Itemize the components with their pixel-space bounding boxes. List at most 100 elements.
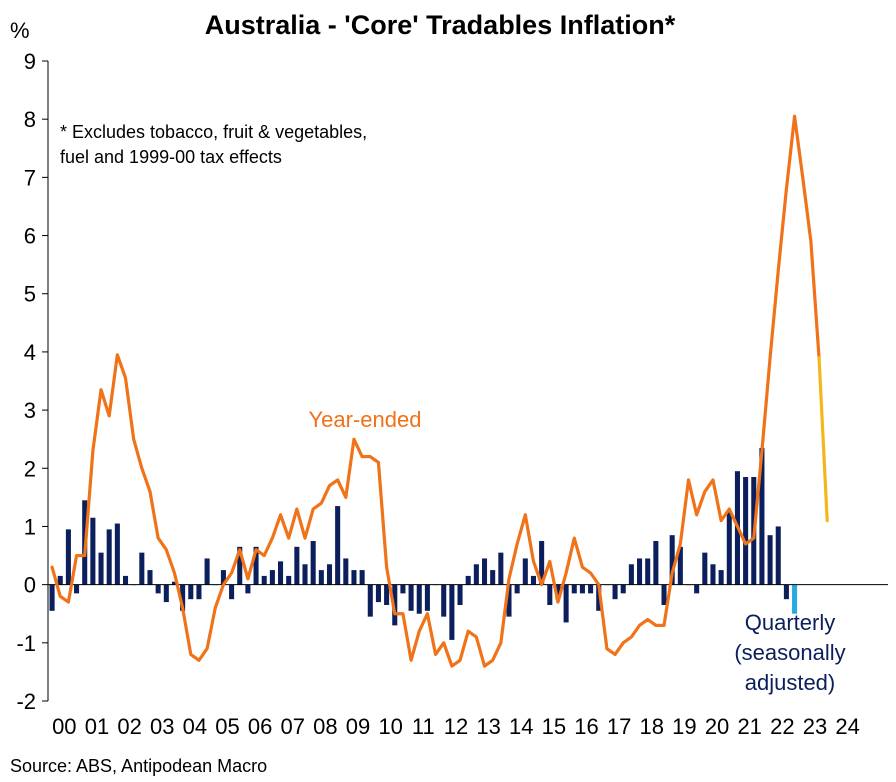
quarterly-bar: [57, 575, 63, 585]
y-tick-label: 2: [24, 456, 36, 481]
quarterly-bar: [579, 584, 585, 594]
quarterly-bar: [204, 558, 210, 585]
quarterly-bar: [588, 584, 594, 594]
quarterly-bar: [278, 561, 284, 585]
quarterly-bar: [702, 552, 708, 585]
quarterly-bar: [122, 575, 129, 585]
quarterly-bar: [155, 584, 161, 594]
quarterly-bar: [612, 584, 618, 600]
quarterly-bar: [106, 529, 112, 585]
x-tick-label: 10: [378, 714, 402, 739]
quarterly-bar: [245, 584, 251, 594]
quarterly-bar: [302, 564, 308, 585]
quarterly-bar: [694, 584, 700, 594]
x-tick-label: 02: [117, 714, 141, 739]
quarterly-bar: [90, 517, 96, 585]
footnote-line-1: * Excludes tobacco, fruit & vegetables,: [60, 122, 367, 142]
quarterly-bar: [286, 575, 292, 585]
quarterly-bar: [669, 535, 675, 585]
y-tick-label: 8: [24, 107, 36, 132]
quarterly-bar: [416, 584, 422, 614]
quarterly-bar: [775, 526, 781, 585]
x-tick-label: 01: [85, 714, 109, 739]
quarterly-bar: [310, 541, 316, 585]
x-tick-label: 14: [509, 714, 533, 739]
x-tick-label: 15: [542, 714, 566, 739]
quarterly-bar: [726, 511, 732, 585]
y-tick-label: 6: [24, 224, 36, 249]
x-tick-label: 09: [346, 714, 370, 739]
quarterly-bar: [547, 584, 553, 605]
quarterly-bar: [384, 584, 390, 605]
quarterly-label-line-3: adjusted): [745, 670, 836, 695]
quarterly-bar: [522, 558, 528, 585]
x-tick-label: 19: [672, 714, 696, 739]
x-tick-label: 04: [183, 714, 207, 739]
x-tick-label: 07: [281, 714, 305, 739]
quarterly-bar: [783, 584, 789, 600]
quarterly-bar: [335, 506, 341, 585]
x-tick-label: 11: [412, 714, 435, 739]
x-tick-label: 00: [52, 714, 76, 739]
quarterly-bar: [677, 546, 683, 585]
quarterly-bar: [490, 570, 496, 585]
year-ended-line-path: [50, 114, 821, 668]
x-tick-label: 08: [313, 714, 337, 739]
y-axis-unit-label: %: [10, 18, 30, 43]
quarterly-bar: [424, 584, 430, 611]
quarterly-bar: [261, 575, 267, 585]
y-tick-label: 9: [24, 49, 36, 74]
quarterly-bar: [718, 570, 724, 585]
x-tick-label: 23: [803, 714, 827, 739]
quarterly-bar: [359, 570, 365, 585]
quarterly-label-line-1: Quarterly: [745, 610, 835, 635]
quarterly-bar: [457, 584, 463, 605]
year-ended-latest-segment: [817, 356, 829, 523]
quarterly-bar: [269, 570, 275, 585]
quarterly-bar: [449, 584, 455, 640]
chart-title: Australia - 'Core' Tradables Inflation*: [205, 10, 676, 40]
x-tick-label: 12: [444, 714, 468, 739]
quarterly-bar: [294, 546, 300, 585]
quarterly-bar: [65, 529, 71, 585]
quarterly-bar: [351, 570, 357, 585]
x-tick-label: 17: [607, 714, 631, 739]
quarterly-bar: [180, 584, 186, 611]
quarterly-bar: [498, 552, 504, 585]
quarterly-bar: [163, 584, 169, 603]
quarterly-bar: [253, 546, 259, 585]
quarterly-bar: [139, 552, 145, 585]
quarterly-bar: [473, 564, 479, 585]
quarterly-bar: [441, 584, 447, 617]
quarterly-bar: [171, 581, 177, 585]
y-tick-label: 0: [24, 573, 36, 598]
quarterly-bar: [506, 584, 512, 617]
quarterly-bar: [400, 584, 406, 594]
quarterly-bar: [367, 584, 373, 617]
quarterly-bar: [653, 541, 659, 585]
quarterly-bar: [596, 584, 602, 611]
quarterly-bar: [743, 477, 749, 585]
x-tick-label: 06: [248, 714, 272, 739]
quarterly-bar: [563, 584, 569, 623]
x-tick-label: 20: [705, 714, 729, 739]
quarterly-bar: [514, 584, 520, 594]
x-tick-label: 05: [215, 714, 239, 739]
quarterly-bar: [530, 575, 537, 585]
x-axis: 00 01 02 03 04 05 06 07 08 09 10 11 12 13 14 15 16 17 18 19…: [52, 714, 860, 739]
quarterly-bar: [229, 584, 235, 600]
quarterly-bar: [620, 584, 626, 594]
quarterly-label-line-2: (seasonally: [734, 640, 845, 665]
quarterly-bar: [49, 584, 55, 611]
source-note: Source: ABS, Antipodean Macro: [10, 756, 267, 776]
x-tick-label: 16: [574, 714, 598, 739]
axes: [47, 61, 888, 701]
quarterly-bar: [792, 584, 798, 614]
y-tick-label: -2: [16, 689, 36, 714]
quarterly-bar: [98, 552, 104, 585]
footnote-line-2: fuel and 1999-00 tax effects: [60, 147, 282, 167]
quarterly-bar: [196, 584, 202, 600]
quarterly-bar: [767, 535, 773, 585]
quarterly-bar: [465, 575, 471, 585]
